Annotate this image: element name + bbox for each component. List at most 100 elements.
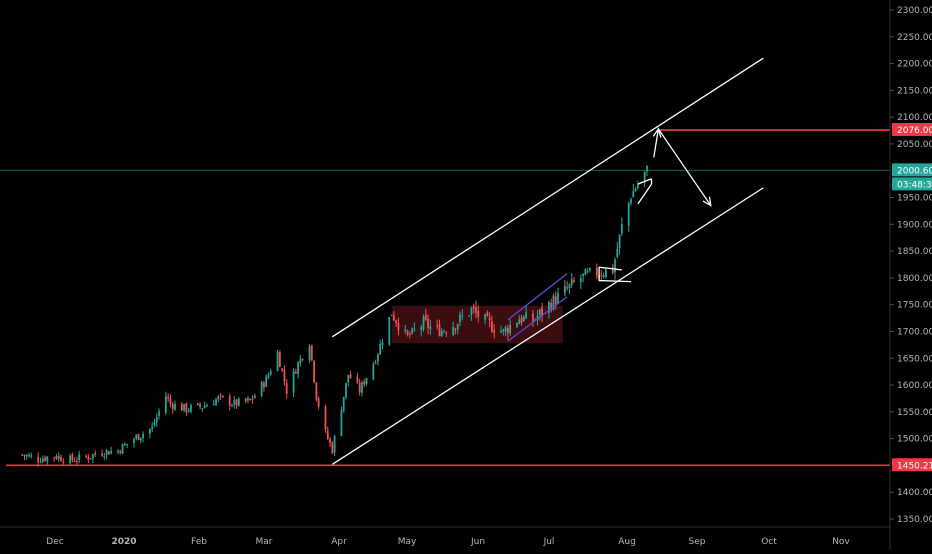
candle-body xyxy=(632,191,635,198)
candle-body xyxy=(349,374,352,379)
candle-body xyxy=(422,316,425,330)
candle-body xyxy=(278,352,281,368)
countdown-tag: 03:48:31 xyxy=(897,180,932,190)
y-tick-label: 1850.000 xyxy=(897,247,932,257)
candle-body xyxy=(525,312,528,319)
rising-wedge-lower-line[interactable] xyxy=(507,296,568,342)
candle-body xyxy=(614,259,616,273)
candle-body xyxy=(46,456,49,462)
candle-body xyxy=(123,444,126,446)
candle-body xyxy=(472,306,475,309)
candle-body xyxy=(381,342,384,346)
candle-body xyxy=(420,327,423,330)
candle-body xyxy=(203,405,206,408)
candle-body xyxy=(308,346,311,361)
candle-body xyxy=(44,457,46,461)
candle-body xyxy=(568,284,571,289)
rising-wedge-upper-line[interactable] xyxy=(507,273,568,321)
candle-body xyxy=(301,359,304,361)
candle-body xyxy=(520,317,523,323)
candle-body xyxy=(333,435,336,453)
triangle-bottom-line[interactable] xyxy=(637,183,653,205)
flag-top-line[interactable] xyxy=(599,266,622,271)
candle-body xyxy=(491,321,493,332)
candle-body xyxy=(361,382,363,393)
candle-body xyxy=(237,398,240,406)
candle-body xyxy=(548,302,550,314)
candle-body xyxy=(563,285,566,293)
channel-upper-line[interactable] xyxy=(331,57,764,338)
candle-body xyxy=(438,324,441,336)
candle-body xyxy=(331,442,334,454)
candle-body xyxy=(269,371,272,375)
y-tick-label: 1950.000 xyxy=(897,194,932,204)
forecast-arrow-down-icon xyxy=(702,196,712,207)
candle-body xyxy=(586,271,589,273)
candle-body xyxy=(276,352,279,371)
candle-body xyxy=(73,461,76,463)
candle-body xyxy=(397,323,400,331)
candle-body xyxy=(600,275,603,277)
x-tick-label: Jul xyxy=(543,537,555,547)
candle-body xyxy=(532,314,534,322)
candle-body xyxy=(630,198,632,204)
candle-body xyxy=(119,450,122,453)
candle-body xyxy=(201,408,204,410)
resistance-price-tag-bg xyxy=(892,123,932,137)
candle-body xyxy=(219,394,222,396)
x-tick-label: Sep xyxy=(689,537,706,547)
candle-body xyxy=(329,439,331,443)
channel-lower-line[interactable] xyxy=(331,187,764,465)
candle-body xyxy=(25,455,28,457)
candle-body xyxy=(522,316,525,321)
candle-body xyxy=(101,453,103,456)
candle-body xyxy=(55,456,58,459)
candle-body xyxy=(377,354,379,362)
resistance-price-tag: 2076.000 xyxy=(897,126,932,136)
candle-body xyxy=(554,296,557,305)
candle-body xyxy=(566,287,569,289)
candle-body xyxy=(78,454,81,461)
candle-body xyxy=(135,435,138,439)
candle-body xyxy=(452,326,455,336)
candle-body xyxy=(142,433,144,438)
candle-body xyxy=(133,439,135,444)
candle-body xyxy=(126,443,129,445)
candle-body xyxy=(260,382,263,396)
candle-body xyxy=(171,404,174,409)
candle-body xyxy=(579,278,582,283)
candle-body xyxy=(105,450,108,456)
candle-body xyxy=(504,327,507,332)
candle-body xyxy=(477,311,480,318)
y-tick-label: 1600.000 xyxy=(897,381,932,391)
candle-body xyxy=(570,279,573,285)
y-tick-label: 1350.000 xyxy=(897,515,932,525)
candle-body xyxy=(297,362,300,374)
x-tick-label: Dec xyxy=(46,537,63,547)
candle-body xyxy=(247,398,249,401)
flag-bottom-line[interactable] xyxy=(599,279,632,283)
candle-body xyxy=(317,398,320,407)
candle-body xyxy=(392,315,395,321)
y-tick-label: 1500.000 xyxy=(897,435,932,445)
candle-body xyxy=(454,328,457,330)
candle-body xyxy=(413,328,416,330)
candle-body xyxy=(315,382,318,400)
candle-body xyxy=(164,396,167,413)
candle-body xyxy=(89,458,92,460)
candle-body xyxy=(493,330,496,333)
candle-body xyxy=(253,395,256,399)
candle-body xyxy=(616,248,619,258)
candle-body xyxy=(155,417,158,423)
candle-body xyxy=(388,316,391,345)
candle-body xyxy=(427,318,429,329)
range-box[interactable] xyxy=(391,305,563,344)
candle-body xyxy=(221,395,224,398)
candle-body xyxy=(605,269,607,277)
candle-body xyxy=(636,184,639,189)
candle-body xyxy=(235,399,238,406)
triangle-top-line[interactable] xyxy=(637,178,652,185)
